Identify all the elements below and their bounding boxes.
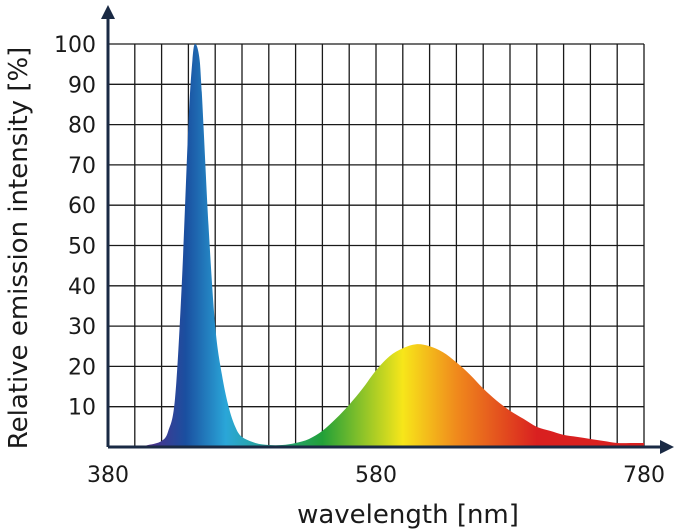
x-axis-title: wavelength [nm] bbox=[297, 500, 519, 530]
y-tick-label-90: 90 bbox=[68, 73, 96, 98]
y-tick-label-60: 60 bbox=[68, 194, 96, 219]
x-axis-arrowhead bbox=[660, 440, 674, 454]
axes bbox=[101, 5, 674, 454]
y-tick-label-70: 70 bbox=[68, 154, 96, 179]
x-tick-labels: 380 580 780 bbox=[87, 463, 665, 488]
y-axis-arrowhead bbox=[101, 5, 115, 19]
x-tick-label-380: 380 bbox=[87, 463, 129, 488]
y-tick-label-100: 100 bbox=[54, 33, 96, 58]
x-tick-label-580: 580 bbox=[355, 463, 397, 488]
y-tick-labels: 10 20 30 40 50 60 70 80 90 100 bbox=[54, 33, 96, 421]
y-tick-label-80: 80 bbox=[68, 114, 96, 139]
x-tick-label-780: 780 bbox=[623, 463, 665, 488]
y-tick-label-50: 50 bbox=[68, 235, 96, 260]
y-axis-title: Relative emission intensity [%] bbox=[4, 47, 34, 450]
grid bbox=[108, 43, 645, 447]
y-tick-label-40: 40 bbox=[68, 275, 96, 300]
y-tick-label-10: 10 bbox=[68, 396, 96, 421]
y-tick-label-30: 30 bbox=[68, 315, 96, 340]
y-tick-label-20: 20 bbox=[68, 355, 96, 380]
